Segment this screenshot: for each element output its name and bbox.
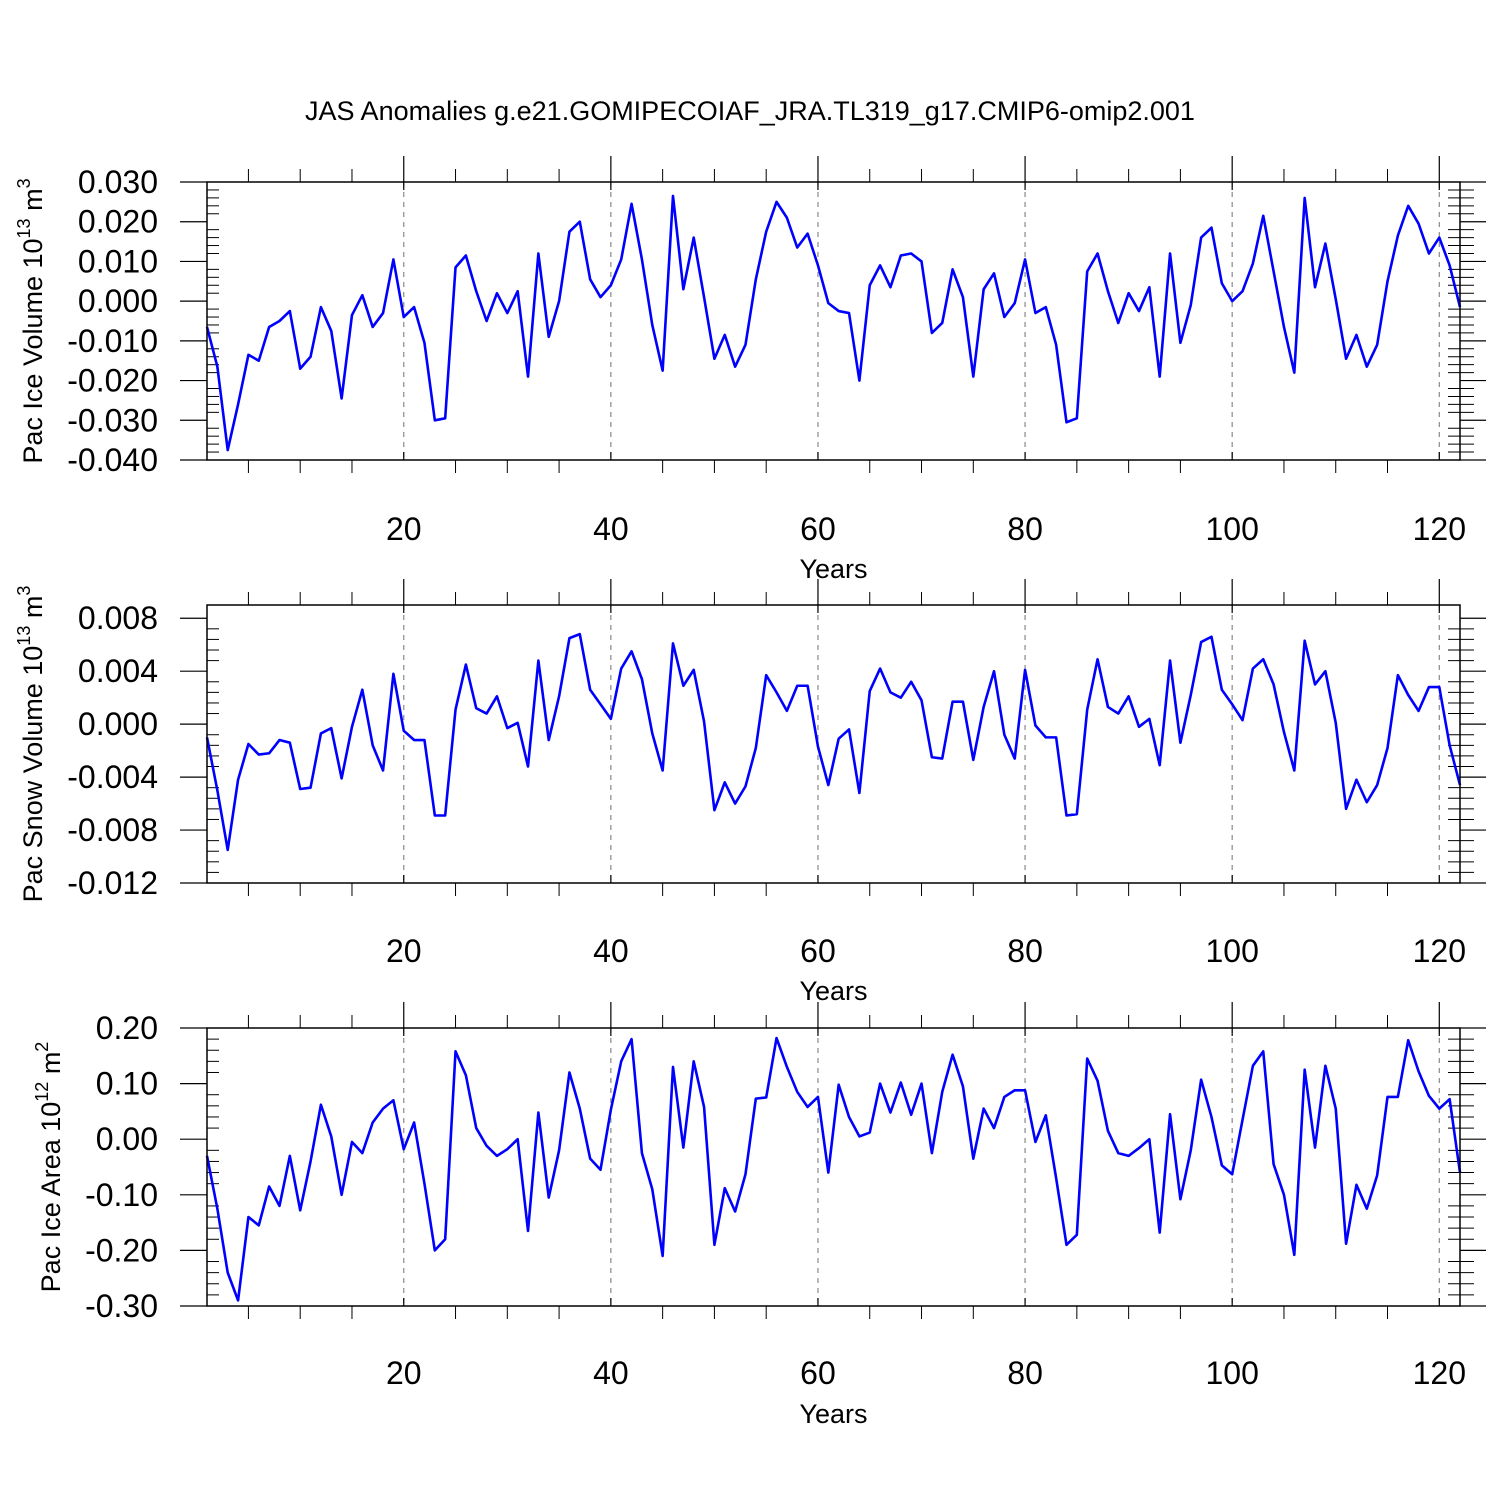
panel-snow-volume: 20 40 60 80 100 120 -0.012 -0.008 -0.004 0.000 0.0…	[14, 579, 1486, 1006]
y-tick-label: -0.20	[85, 1232, 158, 1268]
x-tick-label: 20	[386, 1355, 422, 1391]
figure-title: JAS Anomalies g.e21.GOMIPECOIAF_JRA.TL31…	[305, 96, 1195, 126]
y-tick-label: 0.000	[78, 706, 158, 742]
x-tick-label: 120	[1413, 511, 1466, 547]
y-tick-label: -0.010	[67, 323, 158, 359]
plot-frame	[206, 1027, 1461, 1307]
x-tick-label: 20	[386, 511, 422, 547]
x-tick-label: 100	[1205, 511, 1258, 547]
y-tick-label: -0.040	[67, 442, 158, 478]
y-axis-title: Pac Ice Volume 1013 m3	[14, 178, 48, 463]
y-tick-label: 0.010	[78, 243, 158, 279]
x-tick-label: 40	[593, 1355, 629, 1391]
x-axis-title: Years	[799, 976, 867, 1006]
y-tick-label: 0.020	[78, 204, 158, 240]
x-tick-label: 40	[593, 511, 629, 547]
y-tick-label: 0.008	[78, 600, 158, 636]
x-axis-title: Years	[799, 1399, 867, 1429]
plot-frame	[206, 181, 1461, 461]
y-axis-title: Pac Ice Area 1012 m2	[32, 1042, 66, 1293]
x-tick-label: 120	[1413, 1355, 1466, 1391]
plot-frame	[206, 604, 1461, 884]
x-tick-label: 80	[1007, 1355, 1043, 1391]
y-tick-label: -0.008	[67, 812, 158, 848]
y-tick-label: -0.004	[67, 759, 158, 795]
x-tick-label: 100	[1205, 933, 1258, 969]
y-tick-label: -0.012	[67, 865, 158, 901]
x-tick-label: 80	[1007, 933, 1043, 969]
y-tick-label: -0.030	[67, 402, 158, 438]
y-tick-label: 0.000	[78, 283, 158, 319]
x-tick-label: 60	[800, 933, 836, 969]
series-line-ice-volume	[205, 194, 1462, 452]
y-tick-label: 0.004	[78, 653, 158, 689]
x-tick-label: 40	[593, 933, 629, 969]
x-tick-label: 120	[1413, 933, 1466, 969]
x-tick-label: 60	[800, 511, 836, 547]
x-tick-label: 60	[800, 1355, 836, 1391]
series-line-ice-area	[205, 1036, 1462, 1302]
x-tick-label: 100	[1205, 1355, 1258, 1391]
y-axis-title: Pac Snow Volume 1013 m3	[14, 586, 48, 903]
y-tick-label: -0.10	[85, 1177, 158, 1213]
panel-ice-volume: 20 40 60 80 100 120 -0.040 -0.030-0.020 -0.010 0.…	[14, 156, 1486, 584]
y-tick-label: 0.00	[96, 1121, 158, 1157]
y-tick-label: -0.30	[85, 1288, 158, 1324]
panel-ice-area: 20 40 60 80 100 120 -0.30 -0.20 -0.10 0.00 0.10 0.2…	[32, 1002, 1486, 1429]
y-tick-label: -0.020	[67, 363, 158, 399]
series-line-snow-volume	[205, 632, 1462, 852]
y-tick-label: 0.030	[78, 164, 158, 200]
y-tick-label: 0.10	[96, 1066, 158, 1102]
y-tick-label: 0.20	[96, 1010, 158, 1046]
x-tick-label: 20	[386, 933, 422, 969]
x-tick-label: 80	[1007, 511, 1043, 547]
x-axis-title: Years	[799, 554, 867, 584]
